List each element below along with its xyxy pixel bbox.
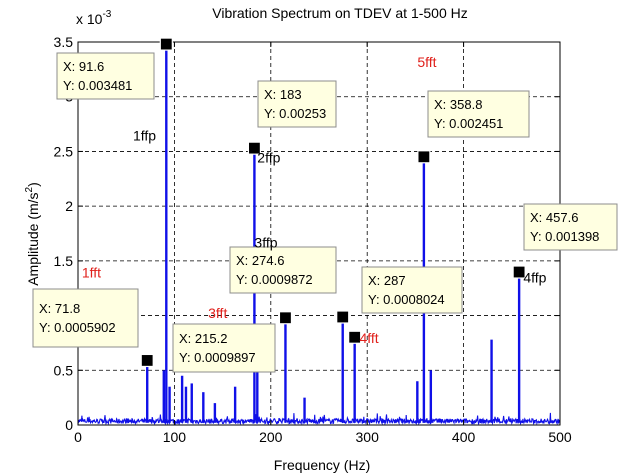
y-tick-label: 1.5 (54, 253, 74, 269)
x-tick-label: 300 (356, 429, 380, 445)
datatip-marker (140, 353, 154, 368)
peak-annotation: 4fft (359, 330, 378, 346)
datatip-y-text: Y: 0.003481 (63, 78, 132, 93)
datatip-box (257, 80, 337, 128)
datatip-marker (417, 150, 431, 164)
datatip-x-text: X: 287 (368, 273, 406, 288)
datatip-box (172, 323, 276, 373)
noise-floor (77, 412, 561, 426)
datatip-marker (159, 37, 173, 51)
y-tick-label: 3.5 (54, 34, 74, 50)
datatip-y-text: Y: 0.0009897 (179, 350, 256, 365)
peak-annotation: 2ffp (257, 149, 280, 165)
datatip: X: 287 Y: 0.0008024 (348, 266, 463, 344)
x-tick-label: 0 (74, 429, 82, 445)
datatip-x-text: X: 358.8 (434, 97, 482, 112)
peak-annotation: 1fft (82, 264, 101, 280)
datatip-y-text: Y: 0.0005902 (39, 320, 116, 335)
datatip: X: 183 Y: 0.00253 (247, 80, 337, 155)
x-tick-label: 500 (548, 429, 572, 445)
datatip-box (427, 90, 530, 138)
datatip-box (361, 266, 463, 314)
data-tips: X: 91.6 Y: 0.003481 X: 183 Y: 0.00253 X: 358… (32, 37, 618, 373)
y-tick-label: 2 (65, 198, 73, 214)
datatip-box (523, 203, 618, 251)
datatip-x-text: X: 71.8 (39, 301, 80, 316)
datatip-marker (247, 141, 262, 155)
datatip-y-text: Y: 0.00253 (264, 106, 326, 121)
datatip-y-text: Y: 0.002451 (434, 116, 503, 131)
datatip-box (56, 52, 155, 100)
datatip: X: 215.2 Y: 0.0009897 (172, 311, 293, 373)
datatip: X: 71.8 Y: 0.0005902 (32, 288, 154, 368)
datatip-x-text: X: 274.6 (236, 253, 284, 268)
datatip-x-text: X: 183 (264, 87, 302, 102)
datatip-box (32, 288, 139, 348)
peak-annotation: 3ffp (254, 235, 277, 251)
datatip: X: 91.6 Y: 0.003481 (56, 37, 173, 100)
datatip: X: 358.8 Y: 0.002451 (417, 90, 530, 164)
datatip-marker (512, 265, 526, 279)
y-tick-label: 2.5 (54, 143, 74, 159)
datatip: X: 274.6 Y: 0.0009872 (229, 246, 350, 324)
y-multiplier: x 10-3 (76, 9, 112, 27)
peak-annotation: 4ffp (523, 270, 546, 286)
datatip-y-text: Y: 0.001398 (530, 229, 599, 244)
datatip-x-text: X: 91.6 (63, 59, 104, 74)
datatip-x-text: X: 215.2 (179, 331, 227, 346)
y-tick-label: 0.5 (54, 362, 74, 378)
y-tick-label: 0 (65, 417, 73, 433)
datatip-marker (348, 330, 362, 344)
peak-annotation: 5fft (417, 54, 436, 70)
datatip: X: 457.6 Y: 0.001398 (512, 203, 618, 279)
datatip-x-text: X: 457.6 (530, 210, 578, 225)
x-tick-label: 400 (452, 429, 476, 445)
x-tick-label: 200 (259, 429, 283, 445)
peak-annotation: 3fft (208, 305, 227, 321)
peak-annotations: 1ffp 2ffp 3ffp 4ffp 5fft 1fft 3fft 4fft (82, 54, 547, 346)
datatip-marker (336, 310, 350, 324)
x-tick-label: 100 (163, 429, 187, 445)
datatip-marker (278, 311, 293, 325)
x-axis-label: Frequency (Hz) (274, 457, 370, 473)
datatip-y-text: Y: 0.0009872 (236, 272, 313, 287)
datatip-box (229, 246, 337, 294)
datatip-y-text: Y: 0.0008024 (368, 292, 445, 307)
y-axis-label: Amplitude (m/s2) (24, 182, 41, 286)
peak-annotation: 1ffp (133, 127, 156, 143)
chart-title: Vibration Spectrum on TDEV at 1-500 Hz (212, 5, 468, 21)
